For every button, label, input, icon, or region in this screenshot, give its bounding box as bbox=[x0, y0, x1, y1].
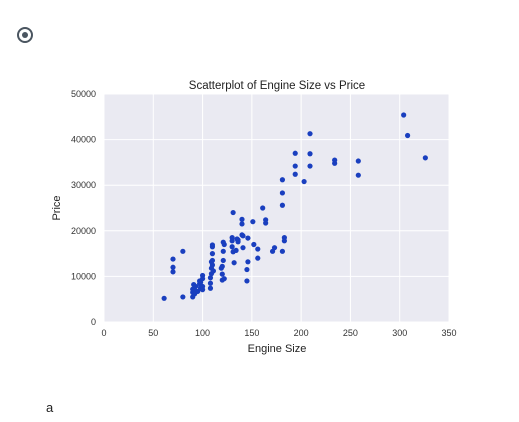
data-point bbox=[229, 235, 235, 241]
data-point bbox=[279, 248, 286, 254]
x-tick-label: 300 bbox=[392, 328, 407, 338]
chart-title: Scatterplot of Engine Size vs Price bbox=[189, 80, 365, 92]
data-point bbox=[180, 248, 186, 254]
x-tick-label: 350 bbox=[441, 328, 456, 338]
y-tick-label: 50000 bbox=[71, 89, 96, 99]
data-point bbox=[207, 275, 214, 281]
scatter-chart: Scatterplot of Engine Size vs Price 0 50 1… bbox=[51, 80, 457, 355]
data-point bbox=[279, 177, 286, 183]
data-point bbox=[209, 257, 216, 264]
data-points bbox=[161, 112, 428, 301]
x-axis-label: Engine Size bbox=[248, 343, 307, 355]
data-point bbox=[219, 263, 225, 269]
data-point bbox=[220, 257, 226, 264]
x-tick-label: 100 bbox=[195, 328, 210, 338]
radio-button[interactable] bbox=[17, 27, 33, 43]
data-point bbox=[250, 219, 256, 225]
data-point bbox=[239, 216, 245, 222]
data-point bbox=[193, 283, 199, 290]
data-point bbox=[401, 112, 407, 118]
data-point bbox=[332, 157, 338, 163]
data-point bbox=[279, 202, 286, 208]
data-point bbox=[355, 158, 361, 164]
scatter-chart-figure: Scatterplot of Engine Size vs Price 0 50 1… bbox=[40, 60, 470, 370]
data-point bbox=[263, 217, 269, 223]
data-point bbox=[245, 259, 251, 265]
x-tick-label: 50 bbox=[148, 328, 158, 338]
radio-selected-dot bbox=[22, 32, 28, 38]
x-tick-label: 0 bbox=[101, 328, 106, 338]
data-point bbox=[292, 163, 298, 169]
data-point bbox=[307, 131, 313, 137]
data-point bbox=[209, 262, 216, 268]
data-point bbox=[271, 245, 278, 251]
y-tick-labels: 0 10000 20000 30000 40000 50000 bbox=[71, 89, 96, 327]
data-point bbox=[307, 163, 313, 169]
data-point bbox=[170, 264, 176, 270]
data-point bbox=[199, 272, 206, 279]
data-point bbox=[199, 283, 206, 290]
data-point bbox=[221, 241, 227, 248]
data-point bbox=[221, 276, 227, 282]
data-point bbox=[279, 190, 286, 196]
x-tick-label: 150 bbox=[244, 328, 259, 338]
data-point bbox=[245, 235, 251, 241]
data-point bbox=[355, 172, 361, 178]
data-point bbox=[244, 278, 250, 284]
y-tick-label: 20000 bbox=[71, 226, 96, 236]
data-point bbox=[207, 285, 214, 291]
data-point bbox=[229, 244, 235, 250]
data-point bbox=[170, 269, 176, 275]
data-point bbox=[219, 271, 225, 277]
data-point bbox=[209, 251, 216, 257]
data-point bbox=[207, 280, 214, 286]
data-point bbox=[161, 295, 167, 301]
data-point bbox=[209, 242, 216, 248]
data-point bbox=[292, 150, 298, 156]
y-axis-label: Price bbox=[51, 195, 63, 220]
data-point bbox=[210, 268, 217, 274]
data-point bbox=[180, 294, 186, 300]
data-point bbox=[255, 246, 261, 252]
x-tick-labels: 0 50 100 150 200 250 300 350 bbox=[101, 328, 456, 338]
data-point bbox=[260, 205, 266, 211]
data-point bbox=[170, 256, 176, 262]
y-tick-label: 10000 bbox=[71, 271, 96, 281]
data-point bbox=[292, 171, 298, 177]
x-tick-label: 250 bbox=[343, 328, 358, 338]
data-point bbox=[405, 132, 411, 139]
data-point bbox=[301, 178, 307, 185]
data-point bbox=[422, 155, 428, 161]
y-tick-label: 30000 bbox=[71, 180, 96, 190]
data-point bbox=[255, 255, 261, 261]
y-tick-label: 0 bbox=[91, 317, 96, 327]
data-point bbox=[281, 235, 287, 241]
data-point bbox=[230, 209, 236, 216]
data-point bbox=[220, 248, 226, 254]
data-point bbox=[239, 221, 245, 227]
data-point bbox=[251, 241, 257, 248]
data-point bbox=[240, 245, 246, 251]
data-point bbox=[244, 266, 250, 273]
data-point bbox=[235, 237, 241, 243]
x-tick-label: 200 bbox=[294, 328, 309, 338]
data-point bbox=[231, 260, 237, 266]
data-point bbox=[240, 233, 246, 239]
grid-lines bbox=[103, 93, 450, 323]
plot-area bbox=[104, 94, 449, 322]
data-point bbox=[307, 151, 313, 157]
y-tick-label: 40000 bbox=[71, 135, 96, 145]
data-point bbox=[233, 247, 239, 254]
answer-option-label: a bbox=[46, 400, 54, 415]
